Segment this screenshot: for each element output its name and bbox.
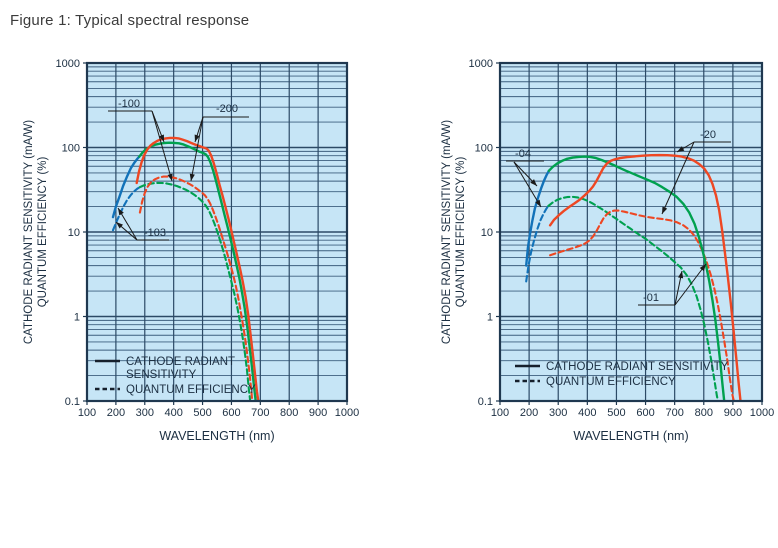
svg-text:700: 700 (251, 407, 269, 419)
y-axis-label: CATHODE RADIANT SENSITIVITY (mA/W) QUANTU… (23, 120, 49, 344)
series--20-sensitivity (548, 153, 742, 402)
y-axis-label: CATHODE RADIANT SENSITIVITY (mA/W) QUANTU… (441, 120, 467, 344)
svg-text:300: 300 (549, 407, 567, 419)
svg-text:800: 800 (695, 407, 713, 419)
tick-labels: 100 200 300 400 500 600 700 800 900 1000100010010… (56, 58, 360, 419)
series--01-qe (547, 195, 720, 402)
svg-text:300: 300 (136, 407, 154, 419)
svg-text:200: 200 (107, 407, 125, 419)
svg-text:QUANTUM EFFICIENCY (%): QUANTUM EFFICIENCY (%) (455, 157, 467, 308)
svg-text:700: 700 (665, 407, 683, 419)
svg-text:1: 1 (487, 312, 493, 324)
svg-text:600: 600 (222, 407, 240, 419)
svg-text:QUANTUM EFFICIENCY: QUANTUM EFFICIENCY (126, 384, 256, 396)
svg-text:100: 100 (491, 407, 509, 419)
grid-lines (87, 63, 347, 401)
left-spectral-chart: 100 200 300 400 500 600 700 800 900 1000100010010… (23, 58, 360, 443)
annotation--103: -103 (115, 207, 169, 241)
svg-text:CATHODE RADIANT SENSITIVITY (m: CATHODE RADIANT SENSITIVITY (mA/W) (23, 120, 35, 344)
svg-text:-20: -20 (700, 129, 716, 141)
svg-text:-01: -01 (643, 292, 659, 304)
svg-text:SENSITIVITY: SENSITIVITY (126, 369, 197, 381)
x-axis-label: WAVELENGTH (nm) (573, 429, 688, 443)
svg-text:100: 100 (475, 143, 493, 155)
svg-text:0.1: 0.1 (478, 396, 493, 408)
svg-text:10: 10 (481, 227, 493, 239)
legend: CATHODE RADIANT SENSITIVITY QUANTUM EFFIC… (515, 361, 729, 388)
svg-text:1000: 1000 (469, 58, 493, 70)
svg-text:500: 500 (193, 407, 211, 419)
annotation--200: -200 (189, 103, 249, 182)
series--103-sensitivity (111, 155, 141, 219)
series--20-qe (549, 209, 735, 402)
series--01-sensitivity (547, 155, 726, 402)
svg-text:-103: -103 (144, 227, 166, 239)
series--103-qe (111, 186, 141, 232)
svg-text:0.1: 0.1 (65, 396, 80, 408)
x-axis-label: WAVELENGTH (nm) (159, 429, 274, 443)
svg-text:400: 400 (578, 407, 596, 419)
svg-text:1000: 1000 (750, 407, 774, 419)
series--100-sensitivity (138, 141, 257, 402)
axis-ticks (496, 62, 763, 405)
series-group (525, 153, 742, 402)
annotation--20: -20 (661, 129, 731, 215)
svg-text:500: 500 (607, 407, 625, 419)
svg-text:400: 400 (164, 407, 182, 419)
series--04-sensitivity (525, 169, 551, 267)
svg-text:800: 800 (280, 407, 298, 419)
svg-text:100: 100 (62, 143, 80, 155)
series--04-qe (525, 204, 550, 283)
svg-text:-100: -100 (118, 98, 140, 110)
tick-labels: 100 200 300 400 500 600 700 800 900 1000100010010… (469, 58, 775, 419)
svg-text:900: 900 (724, 407, 742, 419)
series--200-sensitivity (135, 136, 260, 402)
svg-text:QUANTUM EFFICIENCY: QUANTUM EFFICIENCY (546, 376, 676, 388)
svg-text:1000: 1000 (56, 58, 80, 70)
right-spectral-chart: 100 200 300 400 500 600 700 800 900 1000100010010… (441, 58, 775, 443)
annotation--100: -100 (108, 98, 173, 182)
series-group (111, 136, 260, 402)
svg-text:100: 100 (78, 407, 96, 419)
annotation--04: -04 (506, 148, 544, 208)
svg-text:900: 900 (309, 407, 327, 419)
svg-text:600: 600 (636, 407, 654, 419)
svg-text:CATHODE RADIANT SENSITIVITY: CATHODE RADIANT SENSITIVITY (546, 361, 729, 373)
series--200-qe (138, 175, 254, 402)
svg-text:CATHODE RADIANT: CATHODE RADIANT (126, 356, 235, 368)
svg-text:200: 200 (520, 407, 538, 419)
figure-title: Figure 1: Typical spectral response (10, 12, 250, 29)
svg-text:-200: -200 (216, 103, 238, 115)
svg-text:-04: -04 (515, 148, 531, 160)
svg-text:QUANTUM EFFICIENCY (%): QUANTUM EFFICIENCY (%) (37, 157, 49, 308)
series--100-qe (138, 181, 252, 402)
svg-text:1: 1 (74, 312, 80, 324)
axis-ticks (83, 62, 348, 405)
svg-text:1000: 1000 (335, 407, 359, 419)
svg-text:10: 10 (68, 227, 80, 239)
svg-text:CATHODE RADIANT SENSITIVITY (m: CATHODE RADIANT SENSITIVITY (mA/W) (441, 120, 453, 344)
annotation--01: -01 (638, 263, 707, 306)
